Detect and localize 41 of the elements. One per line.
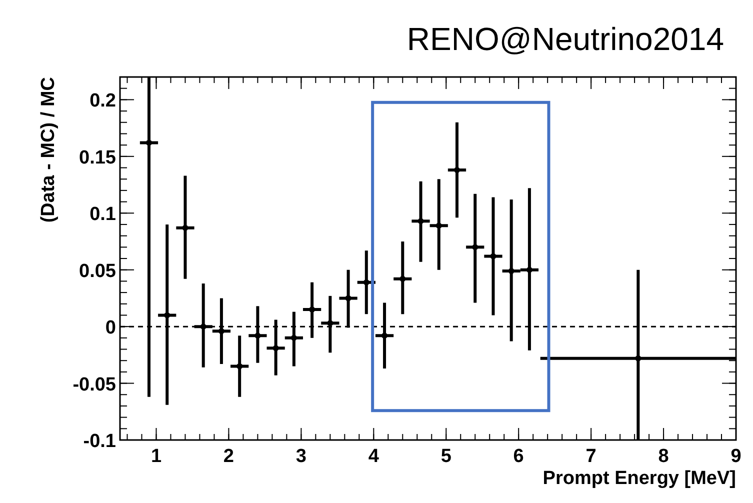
point xyxy=(635,355,642,362)
x-tick-label: 7 xyxy=(586,446,596,467)
x-tick-label: 5 xyxy=(440,446,452,467)
point xyxy=(272,345,279,352)
y-tick-label: 0.15 xyxy=(79,147,116,168)
point xyxy=(290,334,297,341)
point xyxy=(400,276,406,282)
x-tick-label: 6 xyxy=(513,446,524,467)
x-tick-label: 1 xyxy=(150,446,162,467)
point xyxy=(146,140,152,146)
chart-title: RENO@Neutrino2014 xyxy=(406,21,724,57)
y-tick-label: -0.1 xyxy=(83,431,116,452)
x-tick-label: 9 xyxy=(730,446,742,467)
point xyxy=(436,222,442,229)
x-tick-label: 4 xyxy=(368,446,380,467)
point xyxy=(182,224,188,231)
x-axis-title: Prompt Energy [MeV] xyxy=(542,468,736,489)
point xyxy=(363,279,370,286)
point xyxy=(490,253,496,260)
y-tick-label: 0 xyxy=(105,318,116,339)
point xyxy=(200,324,206,330)
x-tick-label: 8 xyxy=(658,446,669,467)
point xyxy=(345,295,352,302)
point xyxy=(526,266,532,273)
point xyxy=(309,306,316,313)
x-tick-label: 3 xyxy=(296,446,306,467)
y-tick-label: 0.05 xyxy=(79,260,116,282)
y-axis-title: (Data - MC) / MC xyxy=(38,76,59,223)
point xyxy=(382,332,388,339)
point xyxy=(472,244,478,250)
x-tick-label: 2 xyxy=(223,446,234,467)
point xyxy=(327,320,334,326)
point xyxy=(218,328,224,334)
y-tick-label: 0.1 xyxy=(90,204,116,226)
y-tick-label: 0.2 xyxy=(90,90,116,112)
point xyxy=(254,332,261,339)
point xyxy=(508,268,514,274)
point xyxy=(418,218,424,224)
point xyxy=(236,363,243,370)
y-tick-label: -0.05 xyxy=(72,374,116,396)
point xyxy=(164,312,170,318)
